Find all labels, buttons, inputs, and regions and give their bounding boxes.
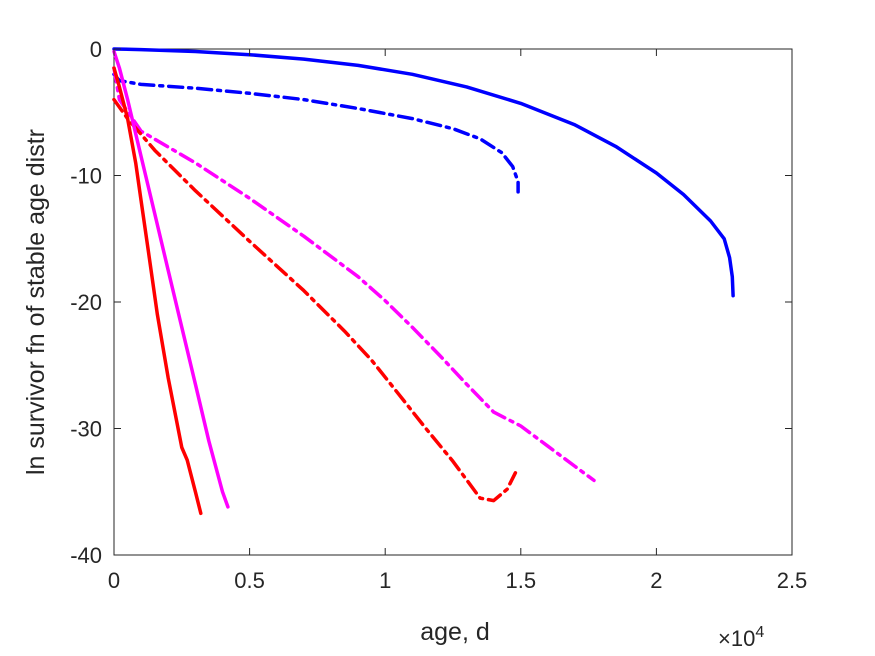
plot-area: [112, 47, 793, 556]
y-axis: 0 -10 -20 -30 -40: [70, 37, 792, 568]
exponent-base: 10: [731, 626, 755, 651]
y-tick-label: -10: [70, 164, 102, 189]
x-tick-label: 2: [650, 568, 662, 593]
series-line-5: [112, 49, 230, 509]
series-layer: [112, 47, 735, 516]
series-line-2: [112, 72, 520, 194]
y-axis-label: ln survivor fn of stable age distr: [22, 129, 50, 475]
exponent-times-sign: ×: [718, 626, 731, 651]
y-tick-label: -20: [70, 290, 102, 315]
y-tick-label: 0: [90, 37, 102, 62]
y-tick-label: -30: [70, 417, 102, 442]
series-line-3: [112, 66, 596, 483]
series-line-1: [112, 47, 735, 298]
x-tick-label: 0: [108, 568, 120, 593]
y-tick-label: -40: [70, 543, 102, 568]
series-line-4: [112, 97, 518, 503]
x-axis-exponent: ×104: [718, 624, 764, 651]
series-line-6: [112, 66, 203, 516]
plot-frame: [113, 48, 793, 556]
x-axis-label: age, d: [420, 618, 490, 646]
x-tick-label: 1.5: [506, 568, 537, 593]
exponent-power: 4: [755, 624, 764, 641]
x-tick-label: 2.5: [777, 568, 808, 593]
x-tick-label: 1: [379, 568, 391, 593]
x-axis: 0 0.5 1 1.5 2 2.5: [108, 49, 807, 593]
x-tick-label: 0.5: [234, 568, 265, 593]
